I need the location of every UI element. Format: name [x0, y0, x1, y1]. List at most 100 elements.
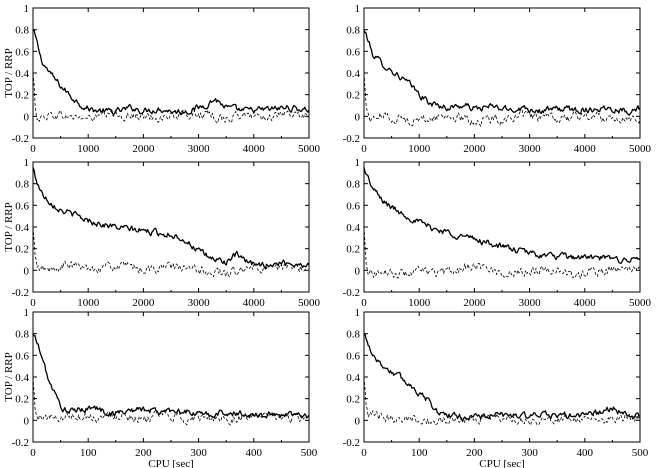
y-tick-label: 0.4: [346, 68, 360, 80]
y-tick-label: 0: [355, 111, 361, 123]
y-tick-label: 0.8: [346, 25, 360, 37]
plot-frame: [32, 161, 310, 293]
x-tick-label: 3000: [519, 297, 542, 309]
chart-panel-4: 0 1000 2000 3000 4000 5000-0.200.20.40.60.81: [343, 157, 652, 309]
x-tick-label: 4000: [243, 143, 266, 155]
y-tick-label: 0: [355, 415, 361, 427]
x-tick-label: 5000: [298, 297, 321, 309]
y-tick-label: 0.6: [15, 200, 29, 212]
x-tick-label: 4000: [574, 297, 597, 309]
plot-frame: [363, 311, 641, 443]
x-tick-label: 2000: [463, 297, 486, 309]
y-tick-label: 1: [24, 307, 30, 319]
y-axis-title: TOP / RRP: [3, 352, 15, 402]
x-tick-label: 0: [30, 447, 36, 459]
x-tick-label: 2000: [463, 143, 486, 155]
x-tick-label: 0: [361, 447, 367, 459]
y-tick-label: 0.2: [346, 394, 360, 406]
y-tick-label: 0.2: [15, 244, 29, 256]
y-tick-label: 1: [24, 157, 30, 169]
x-tick-label: 300: [521, 447, 538, 459]
y-tick-label: 0.2: [15, 90, 29, 102]
x-tick-label: 1000: [77, 297, 100, 309]
x-tick-label: 500: [301, 447, 318, 459]
series-line-dashed: [32, 376, 310, 426]
x-tick-label: 400: [577, 447, 594, 459]
y-tick-label: 0.2: [346, 90, 360, 102]
y-tick-label: -0.2: [12, 133, 29, 145]
y-tick-label: 0.6: [346, 200, 360, 212]
x-tick-label: 2000: [132, 143, 155, 155]
y-axis-title: TOP / RRP: [3, 48, 15, 98]
series-line-solid: [32, 29, 310, 116]
series-line-solid: [363, 333, 641, 421]
series-line-dashed: [363, 72, 641, 127]
x-tick-label: 100: [80, 447, 97, 459]
x-tick-label: 5000: [629, 143, 652, 155]
y-axis-title: TOP / RRP: [3, 202, 15, 252]
x-tick-label: 1000: [408, 297, 431, 309]
x-tick-label: 3000: [188, 143, 211, 155]
y-tick-label: 1: [24, 3, 30, 15]
y-tick-label: 0: [24, 415, 30, 427]
y-tick-label: 1: [355, 3, 361, 15]
y-tick-label: -0.2: [343, 287, 360, 299]
series-line-solid: [363, 29, 641, 116]
series-line-dashed: [32, 72, 310, 124]
x-tick-label: 1000: [77, 143, 100, 155]
x-tick-label: 100: [411, 447, 428, 459]
x-tick-label: 200: [135, 447, 152, 459]
series-line-dashed: [363, 376, 641, 426]
y-tick-label: 0.6: [15, 46, 29, 58]
x-tick-label: 0: [361, 297, 367, 309]
chart-panel-1: 0 1000 2000 3000 4000 5000-0.200.20.40.60.81T…: [3, 3, 321, 155]
x-tick-label: 4000: [574, 143, 597, 155]
x-tick-label: 4000: [243, 297, 266, 309]
plot-frame: [32, 311, 310, 443]
x-tick-label: 500: [632, 447, 649, 459]
y-tick-label: 0.8: [15, 329, 29, 341]
x-tick-label: 400: [246, 447, 263, 459]
y-tick-label: 0.2: [346, 244, 360, 256]
x-tick-label: 2000: [132, 297, 155, 309]
x-tick-label: 3000: [188, 297, 211, 309]
y-tick-label: -0.2: [343, 133, 360, 145]
x-tick-label: 0: [30, 143, 36, 155]
y-tick-label: 0.8: [15, 25, 29, 37]
x-tick-label: 5000: [629, 297, 652, 309]
y-tick-label: 0: [24, 111, 30, 123]
y-tick-label: 0: [355, 265, 361, 277]
x-tick-label: 0: [30, 297, 36, 309]
x-axis-title: CPU [sec]: [479, 458, 525, 468]
y-tick-label: -0.2: [343, 437, 360, 449]
y-tick-label: 0.8: [346, 329, 360, 341]
x-tick-label: 5000: [298, 143, 321, 155]
series-line-solid: [363, 167, 641, 265]
series-line-solid: [32, 167, 310, 270]
x-axis-title: CPU [sec]: [148, 458, 194, 468]
x-tick-label: 300: [190, 447, 207, 459]
y-tick-label: 0: [24, 265, 30, 277]
series-line-solid: [32, 333, 310, 419]
y-tick-label: 0.4: [346, 222, 360, 234]
y-tick-label: -0.2: [12, 437, 29, 449]
chart-panel-3: 0 1000 2000 3000 4000 5000-0.200.20.40.60.81T…: [3, 157, 321, 309]
y-tick-label: 0.6: [346, 46, 360, 58]
y-tick-label: 0.6: [346, 350, 360, 362]
y-tick-label: 0.2: [15, 394, 29, 406]
y-tick-label: 0.4: [346, 372, 360, 384]
y-tick-label: 0.4: [15, 222, 29, 234]
series-line-dashed: [32, 226, 310, 278]
x-tick-label: 3000: [519, 143, 542, 155]
plot-frame: [363, 7, 641, 139]
x-tick-label: 200: [466, 447, 483, 459]
y-tick-label: 0.8: [15, 179, 29, 191]
series-line-dashed: [363, 226, 640, 279]
x-tick-label: 1000: [408, 143, 431, 155]
y-tick-label: 0.6: [15, 350, 29, 362]
y-tick-label: -0.2: [12, 287, 29, 299]
y-tick-label: 0.4: [15, 372, 29, 384]
